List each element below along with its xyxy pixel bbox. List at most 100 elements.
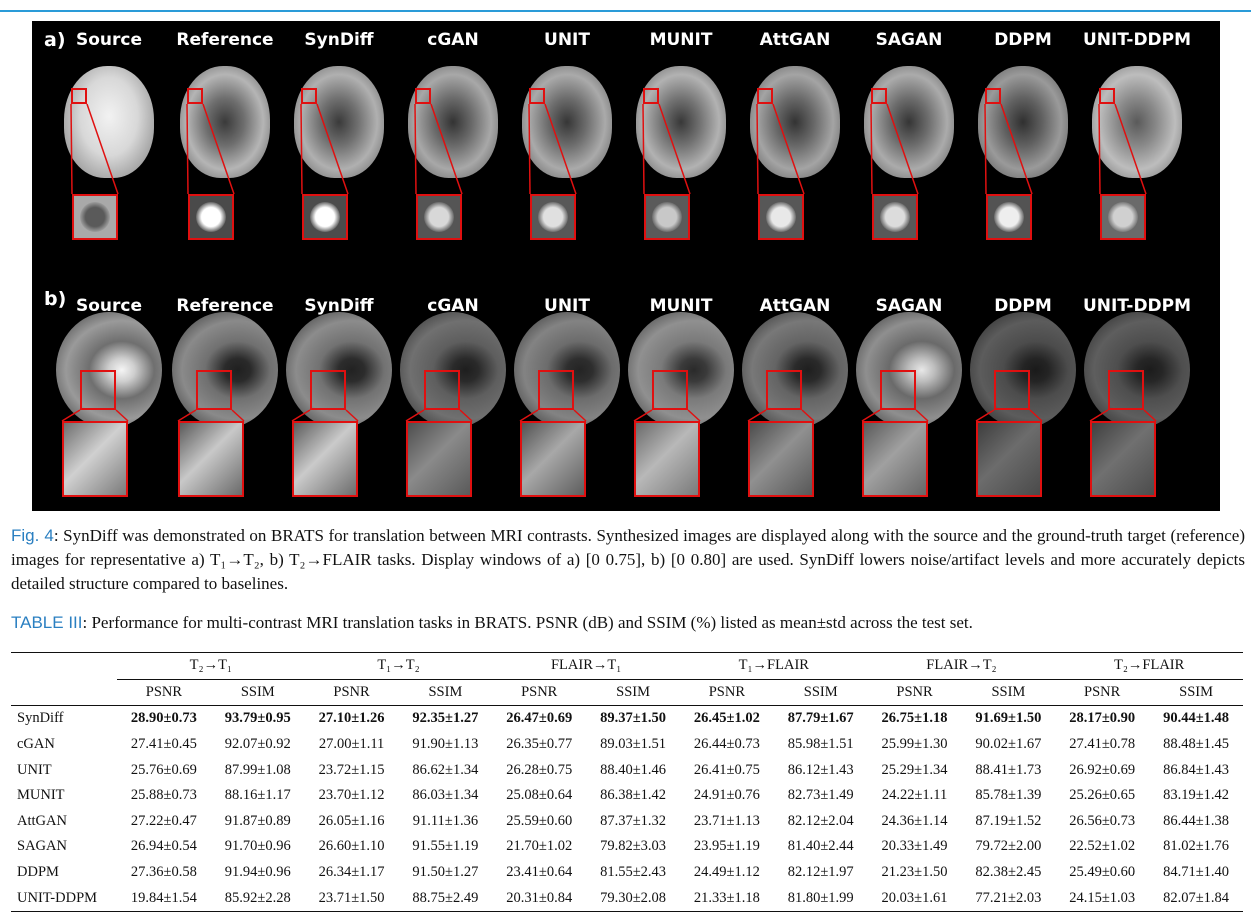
connector-line	[430, 103, 463, 195]
metric-value: 87.37±1.32	[600, 812, 667, 829]
metric-value: 26.28±0.75	[506, 761, 573, 778]
metric-value: 26.56±0.73	[1069, 812, 1136, 829]
lesion-region	[880, 202, 910, 232]
metric-value: 86.12±1.43	[787, 761, 854, 778]
zoom-connector	[177, 409, 245, 422]
figure-column-cgan: cGAN	[396, 268, 510, 511]
metric-value: 26.05±1.16	[318, 812, 385, 829]
roi-box	[301, 88, 317, 104]
zoom-connector	[528, 103, 577, 195]
lesion-region	[652, 202, 682, 232]
metric-value: 86.84±1.43	[1163, 761, 1230, 778]
mri-slice-image	[408, 66, 498, 178]
column-title: AttGAN	[759, 30, 831, 50]
metric-value: 79.72±2.00	[975, 838, 1042, 855]
connector-line	[202, 103, 235, 195]
metric-header-ssim: SSIM	[428, 683, 463, 700]
roi-box	[187, 88, 203, 104]
column-title: DDPM	[994, 296, 1052, 316]
metric-value: 23.71±1.13	[693, 812, 760, 829]
zoom-connector	[300, 103, 349, 195]
column-title: SynDiff	[304, 30, 374, 50]
metric-value: 21.33±1.18	[679, 885, 774, 912]
zoom-inset	[178, 421, 244, 497]
figure-panel-b: b) Source Reference SynDiff cGAN UNIT MUNIT At…	[32, 268, 1220, 511]
mri-slice-image	[1092, 66, 1182, 178]
figure-column-syndiff: SynDiff	[282, 268, 396, 511]
connector-line	[975, 409, 995, 422]
column-title: SAGAN	[875, 296, 943, 316]
column-title: Source	[75, 296, 143, 316]
task-header: FLAIR→T₂	[867, 652, 1056, 680]
zoom-inset	[1100, 194, 1146, 240]
metric-value: 88.16±1.17	[224, 787, 291, 804]
connector-line	[633, 409, 653, 422]
metric-value: 25.49±0.60	[1069, 864, 1136, 881]
metric-value: 26.47±0.69	[492, 705, 587, 732]
metric-value: 90.44±1.48	[1149, 705, 1243, 732]
metric-header-psnr: PSNR	[708, 683, 746, 700]
method-name: MUNIT	[17, 787, 65, 804]
zoom-inset	[406, 421, 472, 497]
panel-a-label: a)	[44, 29, 66, 51]
metric-value: 92.35±1.27	[398, 705, 493, 732]
metric-value: 82.07±1.84	[1149, 885, 1243, 912]
figure-column-ddpm: DDPM	[966, 268, 1080, 511]
figure-column-source: Source	[52, 21, 166, 261]
metric-value: 86.38±1.42	[600, 787, 667, 804]
roi-box	[415, 88, 431, 104]
connector-line	[177, 409, 197, 422]
column-title: Source	[75, 30, 143, 50]
metric-value: 82.12±1.97	[787, 864, 854, 881]
figure-column-ddpm: DDPM	[966, 21, 1080, 261]
metric-value: 26.34±1.17	[318, 864, 385, 881]
metric-value: 24.15±1.03	[1055, 885, 1150, 912]
table-caption: TABLE III: Performance for multi-contras…	[11, 611, 1245, 635]
connector-line	[1143, 409, 1157, 422]
figure-column-sagan: SAGAN	[852, 268, 966, 511]
metric-value: 82.38±2.45	[975, 864, 1042, 881]
connector-line	[86, 103, 119, 195]
metric-value: 25.29±1.34	[881, 761, 948, 778]
metric-value: 23.72±1.15	[318, 761, 385, 778]
metric-value: 28.17±0.90	[1055, 705, 1150, 732]
metric-value: 25.26±0.65	[1069, 787, 1136, 804]
connector-line	[459, 409, 473, 422]
metric-value: 87.79±1.67	[773, 705, 868, 732]
lesion-region	[538, 202, 568, 232]
metric-header-ssim: SSIM	[616, 683, 650, 700]
metric-value: 88.41±1.73	[975, 761, 1042, 778]
metric-value: 81.55±2.43	[600, 864, 667, 881]
method-name: DDPM	[17, 864, 59, 881]
metric-value: 21.23±1.50	[881, 864, 948, 881]
zoom-inset	[416, 194, 462, 240]
figure-column-munit: MUNIT	[624, 268, 738, 511]
connector-line	[772, 103, 805, 195]
connector-line	[861, 409, 881, 422]
metric-value: 81.80±1.99	[773, 885, 868, 912]
zoom-inset	[758, 194, 804, 240]
connector-line	[345, 409, 359, 422]
metric-value: 26.75±1.18	[867, 705, 962, 732]
figure-column-unit-ddpm: UNIT-DDPM	[1080, 268, 1194, 511]
metric-value: 88.48±1.45	[1163, 736, 1230, 753]
metric-value: 22.52±1.02	[1069, 838, 1136, 855]
metric-value: 91.11±1.36	[412, 812, 479, 829]
figure-panel-a: a) Source Reference SynDiff cGAN UNIT MUNIT At…	[32, 21, 1220, 261]
table-caption-text: : Performance for multi-contrast MRI tra…	[82, 613, 973, 632]
column-title: UNIT	[544, 30, 590, 50]
figure-column-source: Source	[52, 268, 166, 511]
metric-value: 28.90±0.73	[117, 705, 211, 732]
method-name: cGAN	[17, 736, 55, 753]
figure-column-attgan: AttGAN	[738, 268, 852, 511]
metric-value: 91.50±1.27	[412, 864, 479, 881]
zoom-connector	[291, 409, 359, 422]
metric-value: 81.40±2.44	[787, 838, 854, 855]
roi-box	[196, 370, 232, 410]
metric-value: 27.00±1.11	[318, 736, 385, 753]
roi-box	[757, 88, 773, 104]
metric-value: 26.92±0.69	[1069, 761, 1136, 778]
metric-value: 26.45±1.02	[679, 705, 774, 732]
metric-value: 83.19±1.42	[1163, 787, 1230, 804]
column-title: AttGAN	[759, 296, 831, 316]
